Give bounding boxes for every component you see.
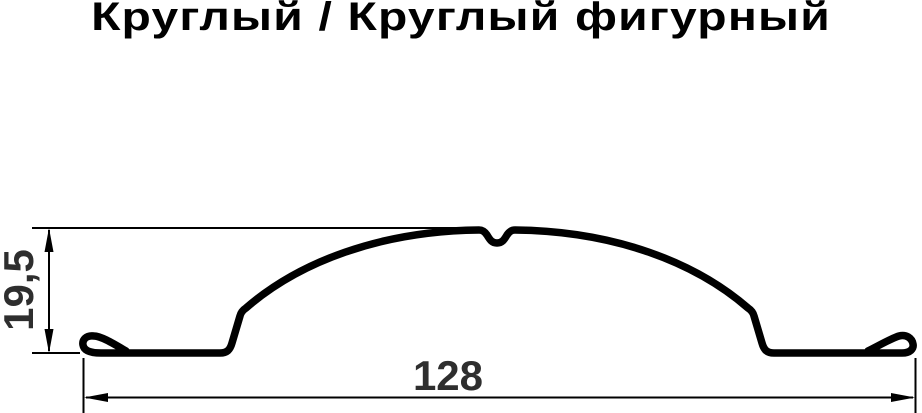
page-title: Круглый / Круглый фигурный [91,0,831,39]
profile-outline [79,226,917,357]
width-dimension-label: 128 [413,352,483,399]
arrow-right-icon [891,393,915,402]
arrow-down-icon [44,329,54,353]
arrow-left-icon [84,393,108,402]
arrow-up-icon [44,228,54,252]
height-dimension-label: 19,5 [0,249,42,331]
